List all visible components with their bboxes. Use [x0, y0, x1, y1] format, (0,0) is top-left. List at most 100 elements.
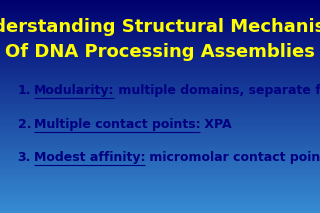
Bar: [0, 208, 320, 209]
Text: Understanding Structural Mechanisms: Understanding Structural Mechanisms: [0, 18, 320, 36]
Bar: [0, 165, 320, 166]
Bar: [0, 212, 320, 213]
Bar: [0, 22, 320, 23]
Bar: [0, 183, 320, 184]
Bar: [0, 80, 320, 81]
Bar: [0, 103, 320, 104]
Bar: [0, 157, 320, 158]
Bar: [0, 129, 320, 130]
Bar: [0, 6, 320, 7]
Bar: [0, 113, 320, 114]
Bar: [0, 50, 320, 51]
Bar: [0, 40, 320, 42]
Bar: [0, 182, 320, 183]
Bar: [0, 26, 320, 27]
Bar: [0, 79, 320, 80]
Bar: [0, 198, 320, 199]
Bar: [0, 134, 320, 135]
Bar: [0, 153, 320, 154]
Bar: [0, 70, 320, 71]
Bar: [0, 60, 320, 61]
Bar: [0, 192, 320, 193]
Bar: [0, 204, 320, 206]
Bar: [0, 109, 320, 110]
Bar: [0, 24, 320, 26]
Bar: [0, 38, 320, 39]
Bar: [0, 152, 320, 153]
Bar: [0, 84, 320, 85]
Bar: [0, 78, 320, 79]
Bar: [0, 195, 320, 196]
Bar: [0, 95, 320, 96]
Bar: [0, 45, 320, 46]
Bar: [0, 23, 320, 24]
Bar: [0, 163, 320, 164]
Bar: [0, 72, 320, 73]
Bar: [0, 202, 320, 203]
Bar: [0, 149, 320, 150]
Bar: [0, 136, 320, 137]
Bar: [0, 121, 320, 122]
Bar: [0, 147, 320, 148]
Bar: [0, 87, 320, 88]
Bar: [0, 171, 320, 173]
Bar: [0, 30, 320, 31]
Bar: [0, 88, 320, 89]
Bar: [0, 190, 320, 191]
Bar: [0, 211, 320, 212]
Bar: [0, 164, 320, 165]
Bar: [0, 27, 320, 28]
Text: 1.: 1.: [18, 84, 31, 97]
Bar: [0, 178, 320, 179]
Bar: [0, 97, 320, 98]
Bar: [0, 61, 320, 62]
Bar: [0, 17, 320, 18]
Bar: [0, 92, 320, 93]
Bar: [0, 168, 320, 169]
Bar: [0, 191, 320, 192]
Bar: [0, 127, 320, 128]
Text: XPA: XPA: [200, 118, 232, 131]
Bar: [0, 93, 320, 94]
Bar: [0, 99, 320, 100]
Text: Multiple contact points:: Multiple contact points:: [34, 118, 200, 131]
Bar: [0, 131, 320, 132]
Bar: [0, 81, 320, 82]
Bar: [0, 69, 320, 70]
Bar: [0, 12, 320, 13]
Bar: [0, 114, 320, 115]
Bar: [0, 199, 320, 200]
Bar: [0, 177, 320, 178]
Bar: [0, 20, 320, 21]
Bar: [0, 185, 320, 186]
Text: 3.: 3.: [18, 151, 31, 164]
Bar: [0, 148, 320, 149]
Bar: [0, 83, 320, 84]
Bar: [0, 1, 320, 2]
Bar: [0, 86, 320, 87]
Bar: [0, 3, 320, 4]
Text: 2.: 2.: [18, 118, 31, 131]
Bar: [0, 15, 320, 16]
Bar: [0, 144, 320, 145]
Bar: [0, 102, 320, 103]
Bar: [0, 104, 320, 105]
Bar: [0, 173, 320, 174]
Bar: [0, 115, 320, 116]
Bar: [0, 179, 320, 180]
Bar: [0, 49, 320, 50]
Bar: [0, 66, 320, 67]
Bar: [0, 105, 320, 106]
Bar: [0, 119, 320, 120]
Bar: [0, 154, 320, 155]
Bar: [0, 196, 320, 197]
Bar: [0, 128, 320, 129]
Bar: [0, 138, 320, 140]
Bar: [0, 42, 320, 43]
Bar: [0, 14, 320, 15]
Bar: [0, 82, 320, 83]
Text: micromolar contact points: micromolar contact points: [145, 151, 320, 164]
Bar: [0, 193, 320, 194]
Bar: [0, 161, 320, 162]
Bar: [0, 75, 320, 76]
